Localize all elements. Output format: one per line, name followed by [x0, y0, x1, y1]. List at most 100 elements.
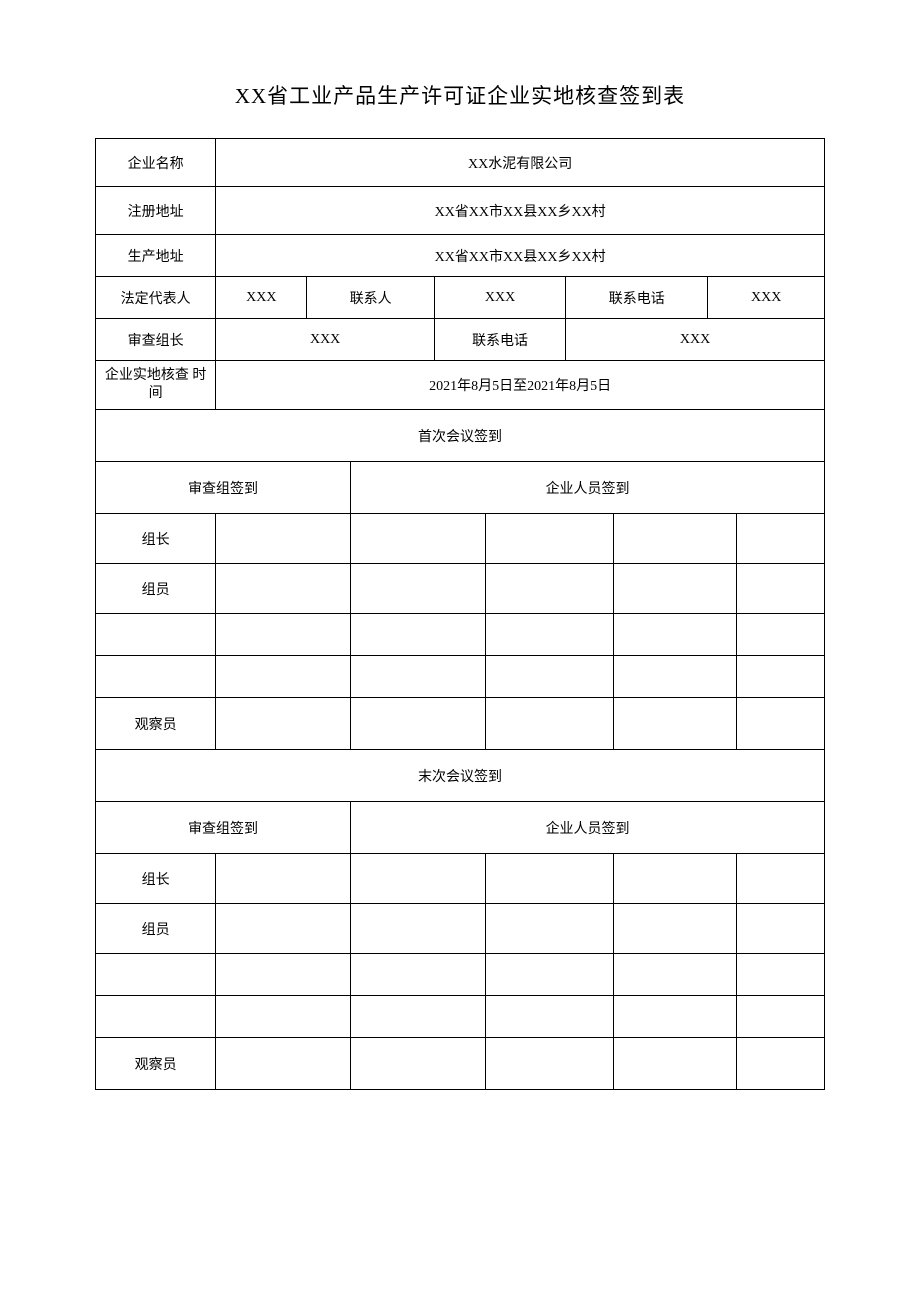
signin-cell [737, 854, 825, 904]
last-meeting-title: 末次会议签到 [96, 750, 825, 802]
legal-rep-value: XXX [216, 277, 307, 319]
review-leader-label: 审查组长 [96, 319, 216, 361]
page-title: XX省工业产品生产许可证企业实地核查签到表 [95, 80, 825, 110]
first-meeting-title: 首次会议签到 [96, 410, 825, 462]
signin-cell [96, 614, 216, 656]
signin-cell [485, 954, 613, 996]
signin-cell [351, 698, 486, 750]
signin-cell [351, 564, 486, 614]
review-phone-value: XXX [566, 319, 825, 361]
table-row: 企业实地核查 时间 2021年8月5日至2021年8月5日 [96, 361, 825, 410]
signin-cell [613, 514, 737, 564]
last-leader-label: 组长 [96, 854, 216, 904]
signin-cell [737, 564, 825, 614]
signin-cell [351, 954, 486, 996]
table-row: 审查组签到 企业人员签到 [96, 462, 825, 514]
reg-address-value: XX省XX市XX县XX乡XX村 [216, 187, 825, 235]
signin-cell [216, 514, 351, 564]
inspection-time-value: 2021年8月5日至2021年8月5日 [216, 361, 825, 410]
signin-cell [485, 996, 613, 1038]
last-member-label: 组员 [96, 904, 216, 954]
signin-cell [485, 1038, 613, 1090]
prod-address-value: XX省XX市XX县XX乡XX村 [216, 235, 825, 277]
signin-cell [351, 996, 486, 1038]
table-row: 末次会议签到 [96, 750, 825, 802]
signin-cell [351, 614, 486, 656]
contact-person-label: 联系人 [307, 277, 435, 319]
signin-cell [613, 954, 737, 996]
signin-cell [351, 514, 486, 564]
signin-cell [485, 514, 613, 564]
first-leader-label: 组长 [96, 514, 216, 564]
table-row: 法定代表人 XXX 联系人 XXX 联系电话 XXX [96, 277, 825, 319]
contact-phone-label: 联系电话 [566, 277, 708, 319]
signin-cell [485, 904, 613, 954]
signin-cell [737, 614, 825, 656]
table-row [96, 614, 825, 656]
reg-address-label: 注册地址 [96, 187, 216, 235]
signin-cell [96, 656, 216, 698]
signin-cell [351, 656, 486, 698]
table-row: 企业名称 XX水泥有限公司 [96, 139, 825, 187]
signin-cell [613, 698, 737, 750]
contact-phone-value: XXX [708, 277, 825, 319]
signin-cell [737, 1038, 825, 1090]
signin-cell [737, 514, 825, 564]
signin-cell [96, 954, 216, 996]
signin-cell [613, 854, 737, 904]
signin-cell [216, 1038, 351, 1090]
table-row: 生产地址 XX省XX市XX县XX乡XX村 [96, 235, 825, 277]
signin-cell [737, 954, 825, 996]
signin-cell [737, 656, 825, 698]
contact-person-value: XXX [434, 277, 565, 319]
inspection-time-label: 企业实地核查 时间 [96, 361, 216, 410]
table-row [96, 996, 825, 1038]
signin-cell [737, 904, 825, 954]
table-row: 首次会议签到 [96, 410, 825, 462]
signin-cell [485, 854, 613, 904]
signin-cell [485, 698, 613, 750]
table-row [96, 954, 825, 996]
review-leader-value: XXX [216, 319, 435, 361]
signin-cell [351, 904, 486, 954]
signin-cell [737, 996, 825, 1038]
signin-cell [613, 904, 737, 954]
table-row: 组员 [96, 564, 825, 614]
signin-cell [613, 614, 737, 656]
table-row: 注册地址 XX省XX市XX县XX乡XX村 [96, 187, 825, 235]
legal-rep-label: 法定代表人 [96, 277, 216, 319]
inspection-signin-table: 企业名称 XX水泥有限公司 注册地址 XX省XX市XX县XX乡XX村 生产地址 … [95, 138, 825, 1090]
last-observer-label: 观察员 [96, 1038, 216, 1090]
signin-cell [485, 564, 613, 614]
table-row: 审查组长 XXX 联系电话 XXX [96, 319, 825, 361]
signin-cell [351, 1038, 486, 1090]
signin-cell [216, 904, 351, 954]
company-name-value: XX水泥有限公司 [216, 139, 825, 187]
signin-cell [216, 564, 351, 614]
signin-cell [96, 996, 216, 1038]
first-review-signin-label: 审查组签到 [96, 462, 351, 514]
signin-cell [216, 614, 351, 656]
last-review-signin-label: 审查组签到 [96, 802, 351, 854]
signin-cell [485, 614, 613, 656]
signin-cell [216, 656, 351, 698]
review-phone-label: 联系电话 [434, 319, 565, 361]
table-row: 组员 [96, 904, 825, 954]
first-member-label: 组员 [96, 564, 216, 614]
signin-cell [351, 854, 486, 904]
signin-cell [216, 854, 351, 904]
last-enterprise-signin-label: 企业人员签到 [351, 802, 825, 854]
table-row: 组长 [96, 514, 825, 564]
table-row: 观察员 [96, 698, 825, 750]
table-row: 审查组签到 企业人员签到 [96, 802, 825, 854]
signin-cell [216, 996, 351, 1038]
signin-cell [485, 656, 613, 698]
signin-cell [613, 564, 737, 614]
table-row: 组长 [96, 854, 825, 904]
signin-cell [613, 996, 737, 1038]
first-enterprise-signin-label: 企业人员签到 [351, 462, 825, 514]
signin-cell [613, 1038, 737, 1090]
signin-cell [737, 698, 825, 750]
signin-cell [216, 698, 351, 750]
first-observer-label: 观察员 [96, 698, 216, 750]
